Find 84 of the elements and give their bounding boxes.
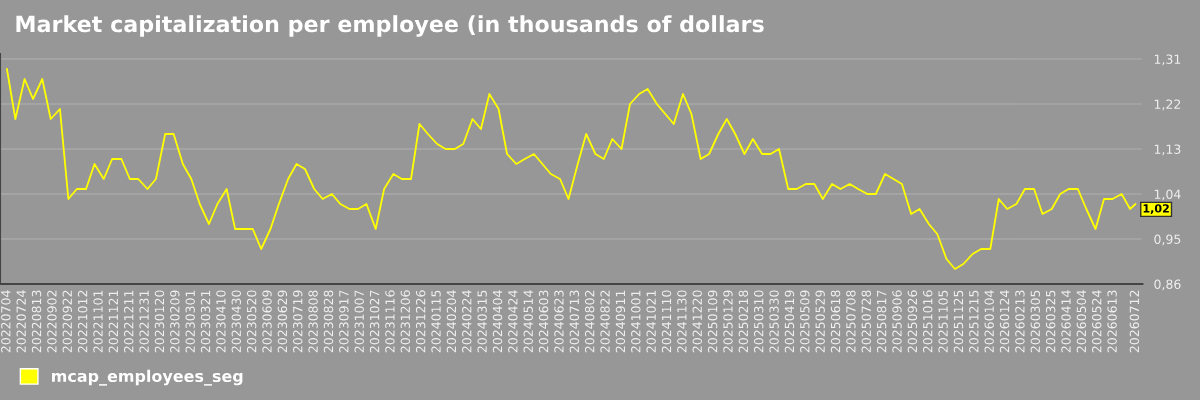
x-tick-label: 20250129: [723, 290, 733, 353]
x-tick-label: 20241130: [677, 290, 687, 353]
x-tick-label: 20250509: [800, 290, 810, 353]
y-tick-label: 1,22: [1154, 99, 1181, 111]
x-tick-label: 20240603: [538, 290, 549, 353]
x-tick-label: 20250419: [784, 290, 795, 353]
x-tick-label: 20230321: [200, 290, 211, 353]
x-tick-label: 20230520: [246, 290, 257, 353]
y-tick-label: 1,31: [1154, 54, 1181, 66]
chart-title: Market capitalization per employee (in thousands of dollars: [16, 15, 764, 37]
x-tick-label: 20260504: [1076, 290, 1087, 353]
x-tick-label: 20231116: [385, 290, 395, 353]
x-tick-label: 20241021: [646, 290, 656, 353]
x-tick-label: 20240224: [462, 290, 472, 353]
x-tick-label: 20250817: [876, 290, 887, 353]
x-tick-label: 20220704: [1, 290, 11, 353]
x-tick-label: 20230917: [339, 290, 349, 353]
x-tick-label: 20260712: [1129, 290, 1140, 353]
x-tick-label: 20241001: [631, 290, 641, 353]
x-tick-label: 20250708: [846, 290, 856, 353]
x-tick-label: 20231027: [369, 290, 380, 353]
x-tick-label: 20260305: [1030, 290, 1041, 353]
x-tick-label: 20221121: [108, 290, 119, 353]
y-tick-label: 0,86: [1154, 279, 1181, 291]
x-tick-label: 20220724: [16, 290, 26, 353]
x-tick-label: 20260613: [1107, 290, 1117, 353]
x-tick-label: 20240802: [584, 290, 595, 353]
x-tick-label: 20220922: [62, 290, 72, 353]
x-tick-label: 20220813: [31, 290, 42, 353]
x-tick-label: 20250926: [907, 290, 918, 353]
x-tick-label: 20240424: [508, 290, 518, 353]
x-tick-label: 20240315: [477, 290, 487, 353]
x-tick-label: 20260104: [984, 290, 994, 353]
x-tick-label: 20260414: [1061, 290, 1071, 353]
x-tick-label: 20251016: [923, 290, 933, 353]
x-tick-label: 20260124: [999, 290, 1010, 353]
x-tick-label: 20221101: [93, 290, 103, 353]
x-tick-label: 20230828: [323, 290, 334, 353]
x-tick-label: 20240623: [554, 290, 564, 353]
x-tick-label: 20241110: [661, 290, 672, 353]
x-tick-label: 20250109: [707, 290, 718, 353]
x-tick-label: 20250330: [769, 290, 779, 353]
x-tick-label: 20230719: [293, 290, 303, 353]
x-tick-label: 20240514: [523, 290, 533, 353]
x-tick-label: 20221211: [124, 290, 134, 353]
y-tick-label: 1,13: [1154, 144, 1181, 156]
x-tick-label: 20240115: [431, 290, 441, 353]
x-tick-label: 20250310: [753, 290, 764, 353]
x-tick-label: 20221231: [139, 290, 149, 353]
x-tick-label: 20240911: [615, 290, 626, 353]
x-tick-label: 20230209: [170, 290, 180, 353]
x-tick-label: 20251105: [938, 290, 948, 353]
x-tick-label: 20240713: [569, 290, 580, 353]
x-tick-label: 20260213: [1015, 290, 1025, 353]
x-tick-label: 20260524: [1092, 290, 1102, 353]
x-tick-label: 20231226: [415, 290, 426, 353]
x-tick-label: 20251215: [969, 290, 979, 353]
x-tick-label: 20250218: [738, 290, 749, 353]
x-tick-label: 20240404: [492, 290, 503, 353]
x-tick-label: 20260325: [1045, 290, 1056, 353]
x-tick-label: 20250906: [892, 290, 902, 353]
x-tick-label: 20221012: [77, 290, 88, 353]
x-tick-label: 20230410: [216, 290, 226, 353]
x-tick-label: 20230609: [262, 290, 272, 353]
x-tick-label: 20250728: [861, 290, 871, 353]
x-tick-label: 20240822: [600, 290, 610, 353]
legend-label: mcap_employees_seg: [52, 369, 243, 386]
x-tick-label: 20230301: [185, 290, 195, 353]
x-tick-label: 20250529: [815, 290, 825, 353]
x-tick-label: 20251125: [953, 290, 964, 353]
x-tick-label: 20230430: [231, 290, 242, 353]
x-tick-label: 20230629: [277, 290, 288, 353]
y-tick-label: 0,95: [1154, 234, 1181, 246]
y-tick-label: 1,04: [1154, 189, 1181, 201]
x-tick-label: 20240204: [446, 290, 457, 353]
x-tick-label: 20220902: [47, 290, 57, 353]
x-tick-label: 20250618: [830, 290, 841, 353]
x-tick-label: 20230120: [154, 290, 165, 353]
x-tick-label: 20241220: [692, 290, 702, 353]
x-tick-label: 20230808: [308, 290, 318, 353]
line-series: [6, 68, 1137, 270]
x-tick-label: 20231007: [354, 290, 364, 353]
annotation: 1,02: [1143, 204, 1169, 215]
x-tick-label: 20231206: [400, 290, 411, 353]
